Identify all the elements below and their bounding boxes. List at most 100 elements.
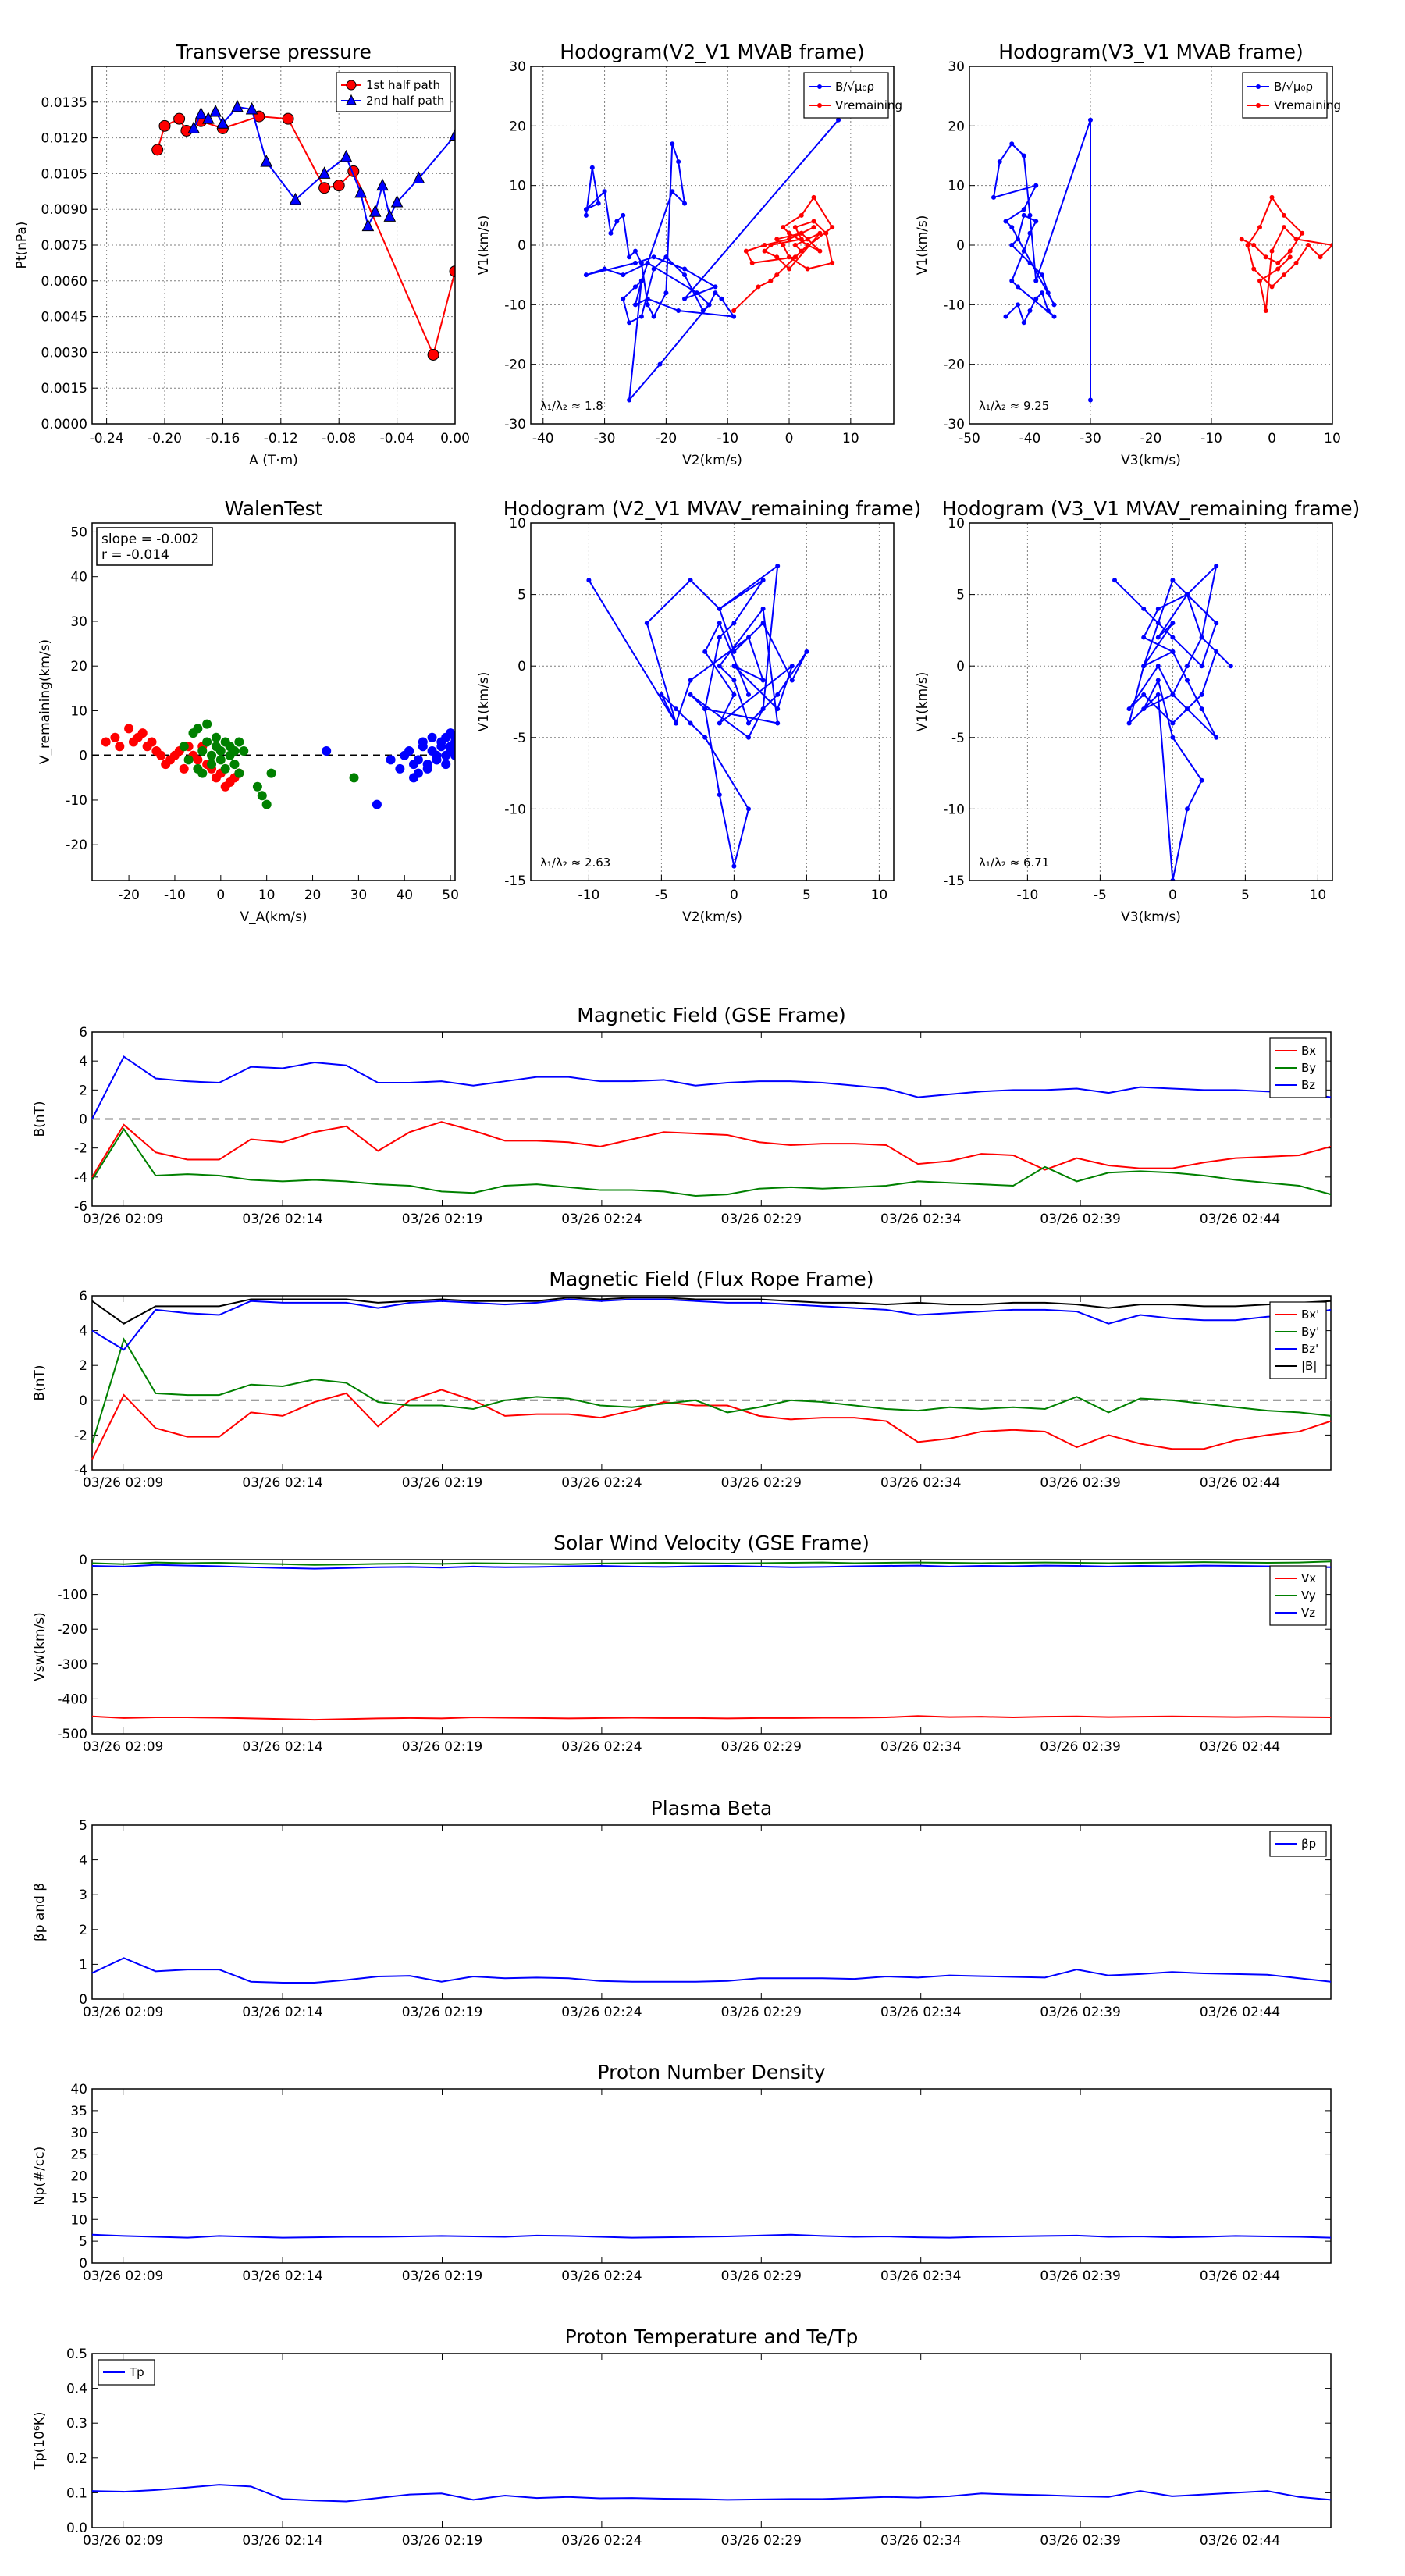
data-point bbox=[583, 272, 589, 278]
data-point bbox=[261, 799, 272, 809]
legend-label: 1st half path bbox=[366, 78, 440, 92]
x-tick-label: 03/26 02:34 bbox=[880, 2268, 961, 2284]
data-point bbox=[651, 314, 656, 319]
y-tick-label: 0.0030 bbox=[41, 345, 87, 361]
data-point bbox=[632, 284, 638, 290]
data-point bbox=[781, 243, 786, 247]
x-tick-label: 03/26 02:29 bbox=[721, 2268, 802, 2284]
data-point bbox=[372, 799, 382, 809]
x-tick-label: 10 bbox=[1324, 431, 1341, 447]
data-point bbox=[183, 755, 194, 765]
chart-title: Magnetic Field (GSE Frame) bbox=[577, 1004, 845, 1026]
annotation-box bbox=[96, 527, 213, 566]
y-tick-label: 10 bbox=[509, 179, 526, 194]
data-point bbox=[413, 768, 423, 778]
data-point bbox=[717, 664, 722, 669]
x-tick-label: 03/26 02:09 bbox=[83, 2533, 163, 2549]
plot-frame bbox=[530, 522, 895, 881]
data-point bbox=[1282, 212, 1286, 218]
x-tick-label: 03/26 02:24 bbox=[561, 2268, 642, 2284]
data-point bbox=[792, 243, 798, 247]
data-point bbox=[1170, 692, 1176, 697]
y-axis-label: Vsw(km/s) bbox=[32, 1612, 48, 1681]
series-By' bbox=[91, 1337, 1332, 1444]
data-point bbox=[1155, 664, 1161, 669]
data-point bbox=[1170, 635, 1176, 640]
y-tick-label: 0.0135 bbox=[41, 95, 87, 111]
data-point bbox=[1021, 207, 1026, 212]
series-blue bbox=[322, 728, 455, 809]
data-point bbox=[1282, 272, 1286, 278]
data-point bbox=[1269, 248, 1275, 254]
data-point bbox=[775, 720, 781, 726]
chart-h1: -40 -30 -20 -10 0 10 -30 -20 -10 0 10 20 30 Hodogram(… bbox=[476, 41, 902, 468]
data-point bbox=[1155, 678, 1161, 683]
data-point bbox=[991, 194, 996, 200]
y-tick-label: -6 bbox=[74, 1199, 87, 1215]
data-point bbox=[1040, 272, 1044, 278]
data-point bbox=[799, 237, 804, 242]
x-tick-label: 03/26 02:19 bbox=[402, 2533, 482, 2549]
y-axis-label: V1(km/s) bbox=[915, 215, 930, 276]
data-point bbox=[1185, 592, 1190, 597]
legend-label: Vx bbox=[1301, 1571, 1316, 1585]
data-point bbox=[731, 308, 737, 313]
y-tick-label: 25 bbox=[70, 2147, 87, 2163]
x-tick-label: -20 bbox=[1140, 431, 1162, 447]
x-tick-label: 10 bbox=[258, 888, 276, 903]
data-point bbox=[706, 302, 712, 308]
x-tick-label: 0 bbox=[1268, 431, 1276, 447]
data-point bbox=[659, 692, 664, 697]
data-point bbox=[731, 863, 737, 869]
y-tick-label: 0.0000 bbox=[41, 417, 87, 432]
y-tick-label: 5 bbox=[79, 2234, 87, 2250]
data-point bbox=[1045, 290, 1051, 296]
data-point bbox=[781, 225, 786, 230]
data-point bbox=[450, 750, 455, 760]
legend-box bbox=[803, 72, 889, 119]
data-point bbox=[1214, 563, 1219, 568]
y-tick-label: 4 bbox=[79, 1853, 87, 1869]
y-tick-label: 40 bbox=[70, 570, 87, 585]
data-point bbox=[1269, 194, 1275, 200]
y-tick-label: -4 bbox=[74, 1463, 87, 1478]
y-tick-label: 4 bbox=[79, 1054, 87, 1069]
x-tick-label: 10 bbox=[842, 431, 859, 447]
x-tick-label: 03/26 02:14 bbox=[242, 1212, 322, 1227]
chart-title: Proton Temperature and Te/Tp bbox=[565, 2325, 859, 2348]
plot-frame bbox=[969, 66, 1333, 425]
data-point bbox=[197, 745, 208, 756]
plot-frame bbox=[91, 2353, 1332, 2528]
data-point bbox=[1251, 243, 1257, 247]
x-tick-label: 03/26 02:09 bbox=[83, 1212, 163, 1227]
y-axis-label: βp and β bbox=[32, 1883, 48, 1941]
y-axis-label: V_remaining(km/s) bbox=[37, 639, 53, 764]
data-point bbox=[450, 732, 455, 742]
data-point bbox=[830, 225, 835, 230]
data-point bbox=[1033, 219, 1039, 224]
data-point bbox=[602, 266, 607, 272]
data-point bbox=[1027, 308, 1033, 313]
y-tick-label: 0 bbox=[956, 238, 965, 254]
y-tick-label: 0.0060 bbox=[41, 274, 87, 290]
data-point bbox=[1275, 260, 1281, 265]
chart-title: Plasma Beta bbox=[651, 1797, 773, 1820]
data-point bbox=[1214, 735, 1219, 740]
data-point bbox=[768, 243, 774, 247]
data-point bbox=[638, 314, 644, 319]
data-point bbox=[257, 791, 267, 801]
data-point bbox=[418, 737, 428, 747]
y-tick-label: -30 bbox=[504, 417, 526, 432]
y-tick-label: 0.2 bbox=[66, 2451, 87, 2467]
legend-marker bbox=[346, 80, 357, 91]
x-tick-label: -20 bbox=[118, 888, 140, 903]
data-point bbox=[215, 755, 226, 765]
chart-title: Hodogram(V3_V1 MVAB frame) bbox=[998, 41, 1303, 63]
data-point bbox=[746, 735, 751, 740]
y-tick-label: 10 bbox=[509, 516, 526, 532]
chart-title: Magnetic Field (Flux Rope Frame) bbox=[549, 1268, 873, 1290]
y-tick-label: -30 bbox=[943, 417, 965, 432]
data-point bbox=[383, 209, 397, 222]
data-point bbox=[207, 760, 217, 770]
data-point bbox=[239, 745, 249, 756]
